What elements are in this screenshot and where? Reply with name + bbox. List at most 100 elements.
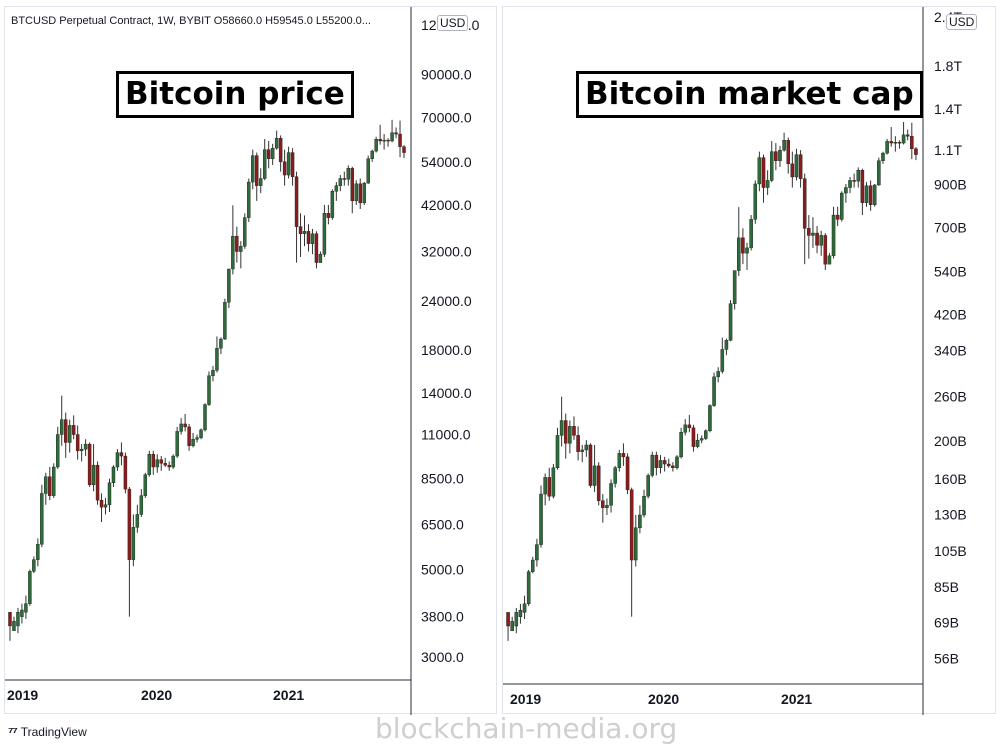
candle-body [243, 217, 247, 247]
candle-body [683, 424, 687, 433]
candle-body [183, 423, 187, 428]
candle-body [191, 439, 195, 446]
candle-body [63, 419, 68, 443]
candle-body [310, 233, 315, 244]
y-tick-label: 3000.0 [421, 649, 464, 665]
y-tick-label: 11000.0 [421, 427, 471, 443]
candle-body [71, 425, 76, 435]
candle-body [227, 268, 231, 303]
currency-label[interactable]: USD [437, 15, 469, 31]
x-tick-label: 2020 [141, 687, 172, 703]
y-tick-label: 24000.0 [421, 293, 472, 309]
candle-body [338, 178, 343, 186]
candle-body [207, 375, 211, 405]
candle-body [897, 142, 902, 144]
candle-body [262, 149, 267, 179]
candle-body [629, 489, 634, 561]
candle-body [798, 154, 803, 179]
candle-body [282, 161, 287, 176]
candle-body [306, 231, 311, 244]
y-tick-label: 14000.0 [421, 385, 472, 401]
tradingview-label: TradingView [20, 724, 87, 739]
candle-body [119, 452, 124, 457]
candle-body [362, 182, 366, 204]
candle-body [790, 163, 795, 178]
candle-body [326, 213, 331, 218]
currency-label[interactable]: USD [946, 14, 978, 30]
y-tick-label: 90000.0 [421, 66, 472, 82]
candle-body [720, 349, 725, 372]
candle-body [398, 133, 402, 147]
x-tick-label: 2020 [648, 691, 679, 707]
x-tick-label: 2019 [510, 691, 541, 707]
candle-body [584, 444, 589, 451]
tradingview-brand[interactable]: ⁷⁷ TradingView [8, 724, 87, 739]
candle-body [266, 149, 271, 159]
candle-body [712, 376, 716, 406]
candle-body [103, 504, 108, 508]
candle-body [75, 434, 80, 452]
candle-body [274, 137, 279, 149]
candle-body [749, 219, 753, 249]
candle-body [330, 190, 335, 218]
candle-body [815, 232, 819, 246]
candle-body [270, 147, 275, 159]
y-tick-label: 69B [934, 615, 959, 631]
candle-body [239, 246, 243, 252]
candle-body [386, 139, 390, 142]
candle-body [60, 419, 64, 435]
candle-body [654, 454, 659, 468]
y-tick-label: 200B [934, 433, 967, 449]
candle-body [179, 423, 183, 432]
candle-body [251, 155, 255, 183]
candle-body [358, 183, 362, 204]
candle-body [778, 149, 782, 161]
candle-body [868, 185, 873, 205]
y-tick-label: 6500.0 [421, 517, 464, 533]
candle-body [510, 621, 514, 632]
candle-body [860, 170, 865, 203]
candle-body [646, 475, 650, 497]
candle-body [893, 142, 898, 144]
candle-body [107, 482, 112, 505]
candle-body [390, 132, 394, 142]
y-tick-label: 1.4T [934, 101, 962, 117]
candle-body [255, 155, 259, 186]
y-tick-label: 8500.0 [421, 471, 464, 487]
y-tick-label: 1.8T [934, 58, 962, 74]
candle-body [203, 404, 207, 431]
candle-body [543, 477, 547, 495]
candle-body [634, 527, 638, 561]
candle-body [163, 463, 167, 466]
candle-body [737, 237, 741, 271]
candle-body [914, 148, 918, 155]
y-tick-label: 540B [934, 264, 967, 280]
candle-body [691, 427, 696, 447]
market-cap-chart-svg: 56B 69B 85B 105B 130B 160B 200B 260B 340B 420B 540… [503, 7, 967, 715]
candle-body [155, 459, 159, 468]
y-tick-label: 70000.0 [421, 109, 472, 125]
candle-body [539, 493, 543, 545]
candle-body [167, 464, 171, 468]
candle-body [885, 141, 889, 154]
candle-body [901, 134, 906, 144]
candle-body [555, 435, 560, 468]
candle-body [278, 137, 283, 163]
candle-body [123, 455, 128, 490]
candle-body [20, 609, 24, 617]
candle-body [638, 514, 642, 529]
candle-body [687, 424, 692, 429]
y-tick-label: 5000.0 [421, 562, 464, 578]
candle-body [514, 612, 519, 627]
candle-body [840, 192, 844, 220]
candles [506, 122, 918, 641]
y-tick-label: 18000.0 [421, 342, 472, 358]
candle-body [67, 425, 72, 443]
candle-body [580, 449, 584, 452]
candle-body [905, 134, 910, 137]
candle-body [716, 371, 720, 378]
candle-body [728, 303, 733, 341]
candle-body [605, 505, 609, 508]
y-tick-label: 160B [934, 471, 967, 487]
candle-body [79, 448, 84, 452]
